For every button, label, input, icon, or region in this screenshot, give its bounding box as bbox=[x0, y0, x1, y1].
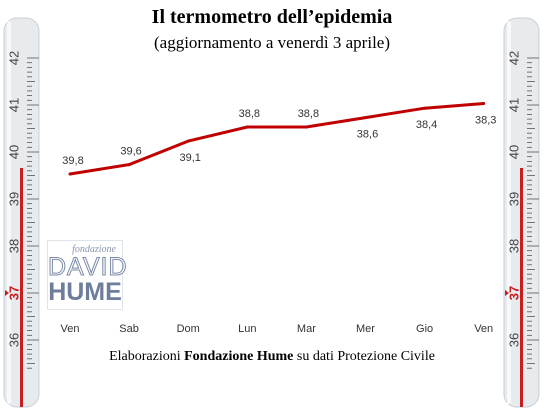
thermometer-right: 42 41 40 39 38 37 36 bbox=[503, 17, 540, 408]
source-prefix: Elaborazioni bbox=[109, 349, 185, 364]
scale-label: 41 bbox=[506, 98, 521, 112]
logo-line-fondazione: fondazione bbox=[72, 244, 116, 255]
logo-line-hume: HUME bbox=[48, 278, 122, 306]
scale-label: 37 bbox=[506, 286, 521, 300]
data-point bbox=[364, 116, 367, 120]
x-tick-label: Sab bbox=[119, 323, 139, 335]
x-tick-label: Gio bbox=[416, 323, 433, 335]
scale-label: 42 bbox=[506, 51, 521, 65]
data-point bbox=[68, 172, 72, 176]
chart-title: Il termometro dell’epidemia bbox=[151, 6, 393, 28]
data-label: 38,6 bbox=[357, 129, 378, 141]
source-note: Elaborazioni Fondazione Hume su dati Pro… bbox=[0, 349, 544, 365]
x-tick-label: Lun bbox=[238, 323, 256, 335]
source-bold: Fondazione Hume bbox=[184, 349, 294, 364]
mercury-column bbox=[20, 168, 23, 407]
scale-label: 37 bbox=[6, 286, 21, 300]
data-point bbox=[186, 139, 190, 143]
scale-label: 38 bbox=[6, 239, 21, 253]
logo-line-david: DAVID bbox=[48, 253, 128, 282]
source-suffix: su dati Protezione Civile bbox=[293, 349, 435, 364]
marker-arrow-icon bbox=[5, 290, 9, 296]
x-tick-label: Dom bbox=[177, 323, 200, 335]
scale-label: 40 bbox=[506, 145, 521, 159]
x-tick-label: Mer bbox=[356, 323, 375, 335]
scale-label: 39 bbox=[506, 192, 521, 206]
data-label: 38,4 bbox=[416, 119, 437, 131]
data-point bbox=[423, 106, 427, 110]
data-label: 38,3 bbox=[475, 115, 496, 127]
scale-label: 36 bbox=[506, 333, 521, 347]
data-label: 39,8 bbox=[62, 155, 83, 167]
thermometer-left: 42 41 40 39 38 37 36 bbox=[3, 17, 40, 408]
scale-label: 41 bbox=[6, 98, 21, 112]
scale-label: 39 bbox=[6, 192, 21, 206]
data-point bbox=[245, 125, 249, 129]
chart-subtitle: (aggiornamento a venerdì 3 aprile) bbox=[153, 33, 390, 52]
scale-label: 38 bbox=[506, 239, 521, 253]
x-tick-label: Ven bbox=[474, 323, 493, 335]
data-label: 38,8 bbox=[239, 108, 260, 120]
thermometer-highlight bbox=[7, 21, 11, 404]
marker-arrow-icon bbox=[505, 290, 509, 296]
mercury-column bbox=[520, 168, 523, 407]
scale-label: 40 bbox=[6, 145, 21, 159]
x-tick-label: Mar bbox=[297, 323, 316, 335]
data-label: 39,6 bbox=[120, 146, 141, 158]
data-point bbox=[127, 163, 131, 167]
series-line bbox=[69, 102, 484, 176]
x-tick-label: Ven bbox=[61, 323, 80, 335]
fondazione-david-hume-logo: fondazione DAVID HUME bbox=[47, 240, 128, 310]
data-point bbox=[482, 102, 486, 105]
data-point bbox=[304, 125, 308, 129]
scale-label: 42 bbox=[6, 51, 21, 65]
data-label: 39,1 bbox=[179, 152, 200, 164]
thermometer-highlight bbox=[507, 21, 511, 404]
scale-label: 36 bbox=[6, 333, 21, 347]
data-label: 38,8 bbox=[298, 108, 319, 120]
